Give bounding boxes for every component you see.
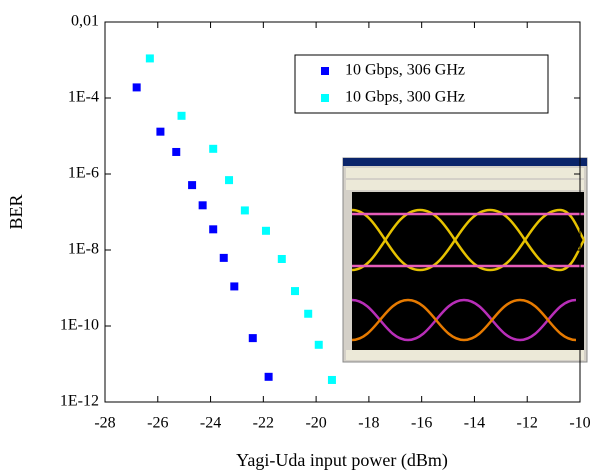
marker	[209, 144, 218, 153]
x-tick-label: -10	[569, 415, 590, 432]
marker	[327, 375, 336, 384]
x-axis-label: Yagi-Uda input power (dBm)	[236, 450, 448, 471]
marker	[225, 176, 234, 185]
marker	[219, 253, 228, 262]
marker	[188, 181, 197, 190]
marker	[304, 309, 313, 318]
marker	[172, 147, 181, 156]
y-tick-label: 0,01	[71, 13, 99, 30]
marker	[209, 225, 218, 234]
marker	[230, 282, 239, 291]
marker	[314, 340, 323, 349]
x-tick-label: -26	[147, 415, 168, 432]
x-tick-label: -24	[200, 415, 221, 432]
x-tick-label: -28	[94, 415, 115, 432]
marker	[177, 111, 186, 120]
inset-eye-diagram	[342, 157, 588, 363]
marker	[264, 372, 273, 381]
y-tick-label: 1E-8	[68, 241, 99, 258]
x-tick-label: -22	[253, 415, 274, 432]
x-tick-label: -20	[305, 415, 326, 432]
y-tick-label: 1E-6	[68, 165, 99, 182]
marker	[156, 127, 165, 136]
legend	[294, 54, 549, 114]
marker	[261, 226, 270, 235]
marker	[248, 334, 257, 343]
marker	[132, 83, 141, 92]
plot-frame	[104, 21, 581, 403]
marker	[291, 287, 299, 296]
x-tick-label: -12	[517, 415, 538, 432]
marker	[198, 201, 207, 210]
legend-marker	[321, 94, 329, 102]
y-tick-label: 1E-12	[60, 393, 99, 410]
legend-marker	[321, 67, 329, 75]
x-tick-label: -18	[358, 415, 379, 432]
marker	[145, 54, 154, 63]
y-tick-label: 1E-10	[60, 317, 99, 334]
y-tick-label: 1E-4	[68, 89, 99, 106]
marker	[240, 206, 249, 215]
y-axis-label: BER	[6, 194, 26, 229]
legend-label: 10 Gbps, 300 GHz	[345, 89, 465, 106]
x-tick-label: -14	[464, 415, 485, 432]
legend-label: 10 Gbps, 306 GHz	[345, 62, 465, 79]
marker	[277, 254, 286, 263]
x-tick-label: -16	[411, 415, 432, 432]
